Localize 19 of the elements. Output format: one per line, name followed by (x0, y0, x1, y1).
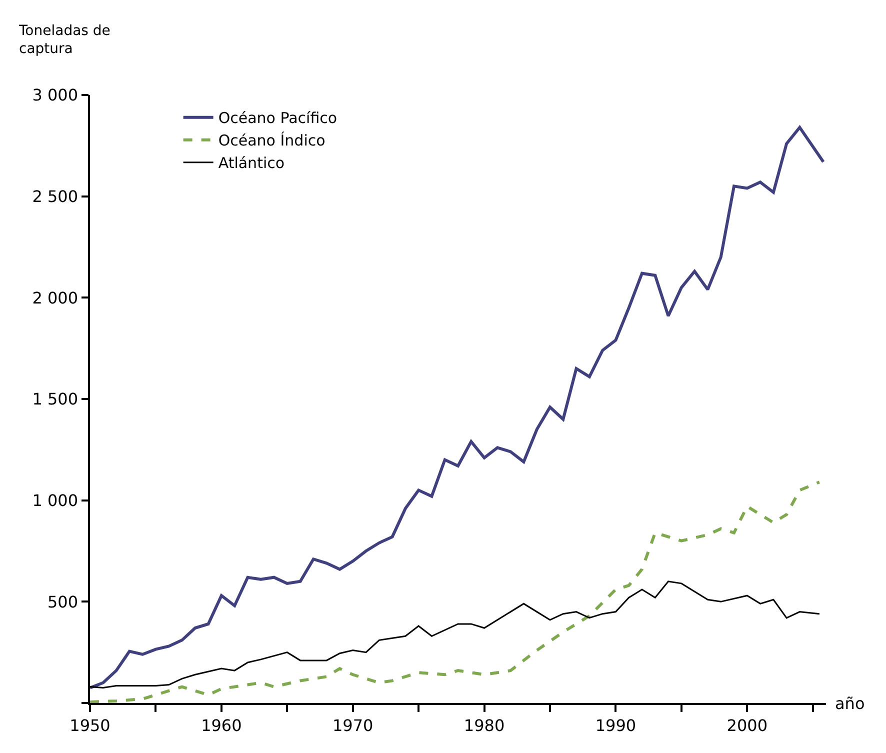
legend-label: Océano Pacífico (218, 109, 338, 128)
x-tick-label: 1990 (595, 716, 636, 735)
line-series (90, 126, 825, 690)
y-tick-label: 500 (48, 592, 78, 612)
x-tick-label: 1950 (70, 716, 110, 735)
y-tick-label: 2 500 (32, 186, 78, 206)
y-tick-label: 2 000 (32, 288, 78, 308)
line-series (90, 480, 821, 703)
x-axis-title: año (835, 694, 865, 713)
x-tick-label: 1980 (464, 716, 505, 735)
legend-label: Océano Índico (218, 132, 326, 150)
x-tick-label: 2000 (726, 716, 768, 735)
x-tick-label: 1970 (332, 716, 374, 735)
y-tick-label: 1 500 (32, 390, 78, 409)
x-tick-label: 1960 (201, 716, 242, 735)
y-axis-title: Toneladas de captura (18, 23, 110, 58)
y-tick-label: 3 000 (32, 86, 78, 105)
y-tick-label: 1 000 (32, 490, 78, 510)
legend-label: Atlántico (218, 154, 285, 172)
